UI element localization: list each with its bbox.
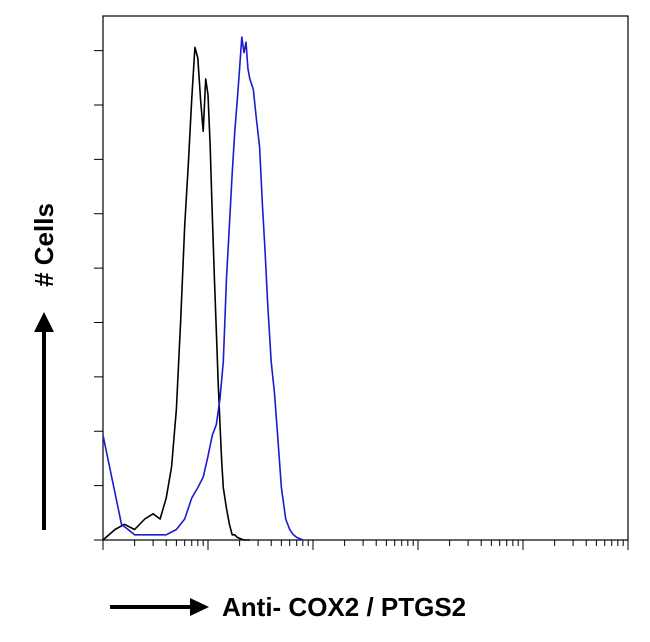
- series-layer: [102, 36, 304, 541]
- x-axis-label: Anti- COX2 / PTGS2: [222, 592, 466, 622]
- y-axis-ticks: [94, 50, 103, 541]
- plot-frame: [102, 15, 629, 541]
- series-line-2: [102, 36, 304, 541]
- series-line-1: [102, 46, 250, 541]
- x-axis-ticks: [102, 540, 629, 550]
- y-axis-arrow: [34, 312, 54, 530]
- y-axis-label: # Cells: [29, 203, 59, 287]
- x-axis-arrow: [110, 598, 209, 616]
